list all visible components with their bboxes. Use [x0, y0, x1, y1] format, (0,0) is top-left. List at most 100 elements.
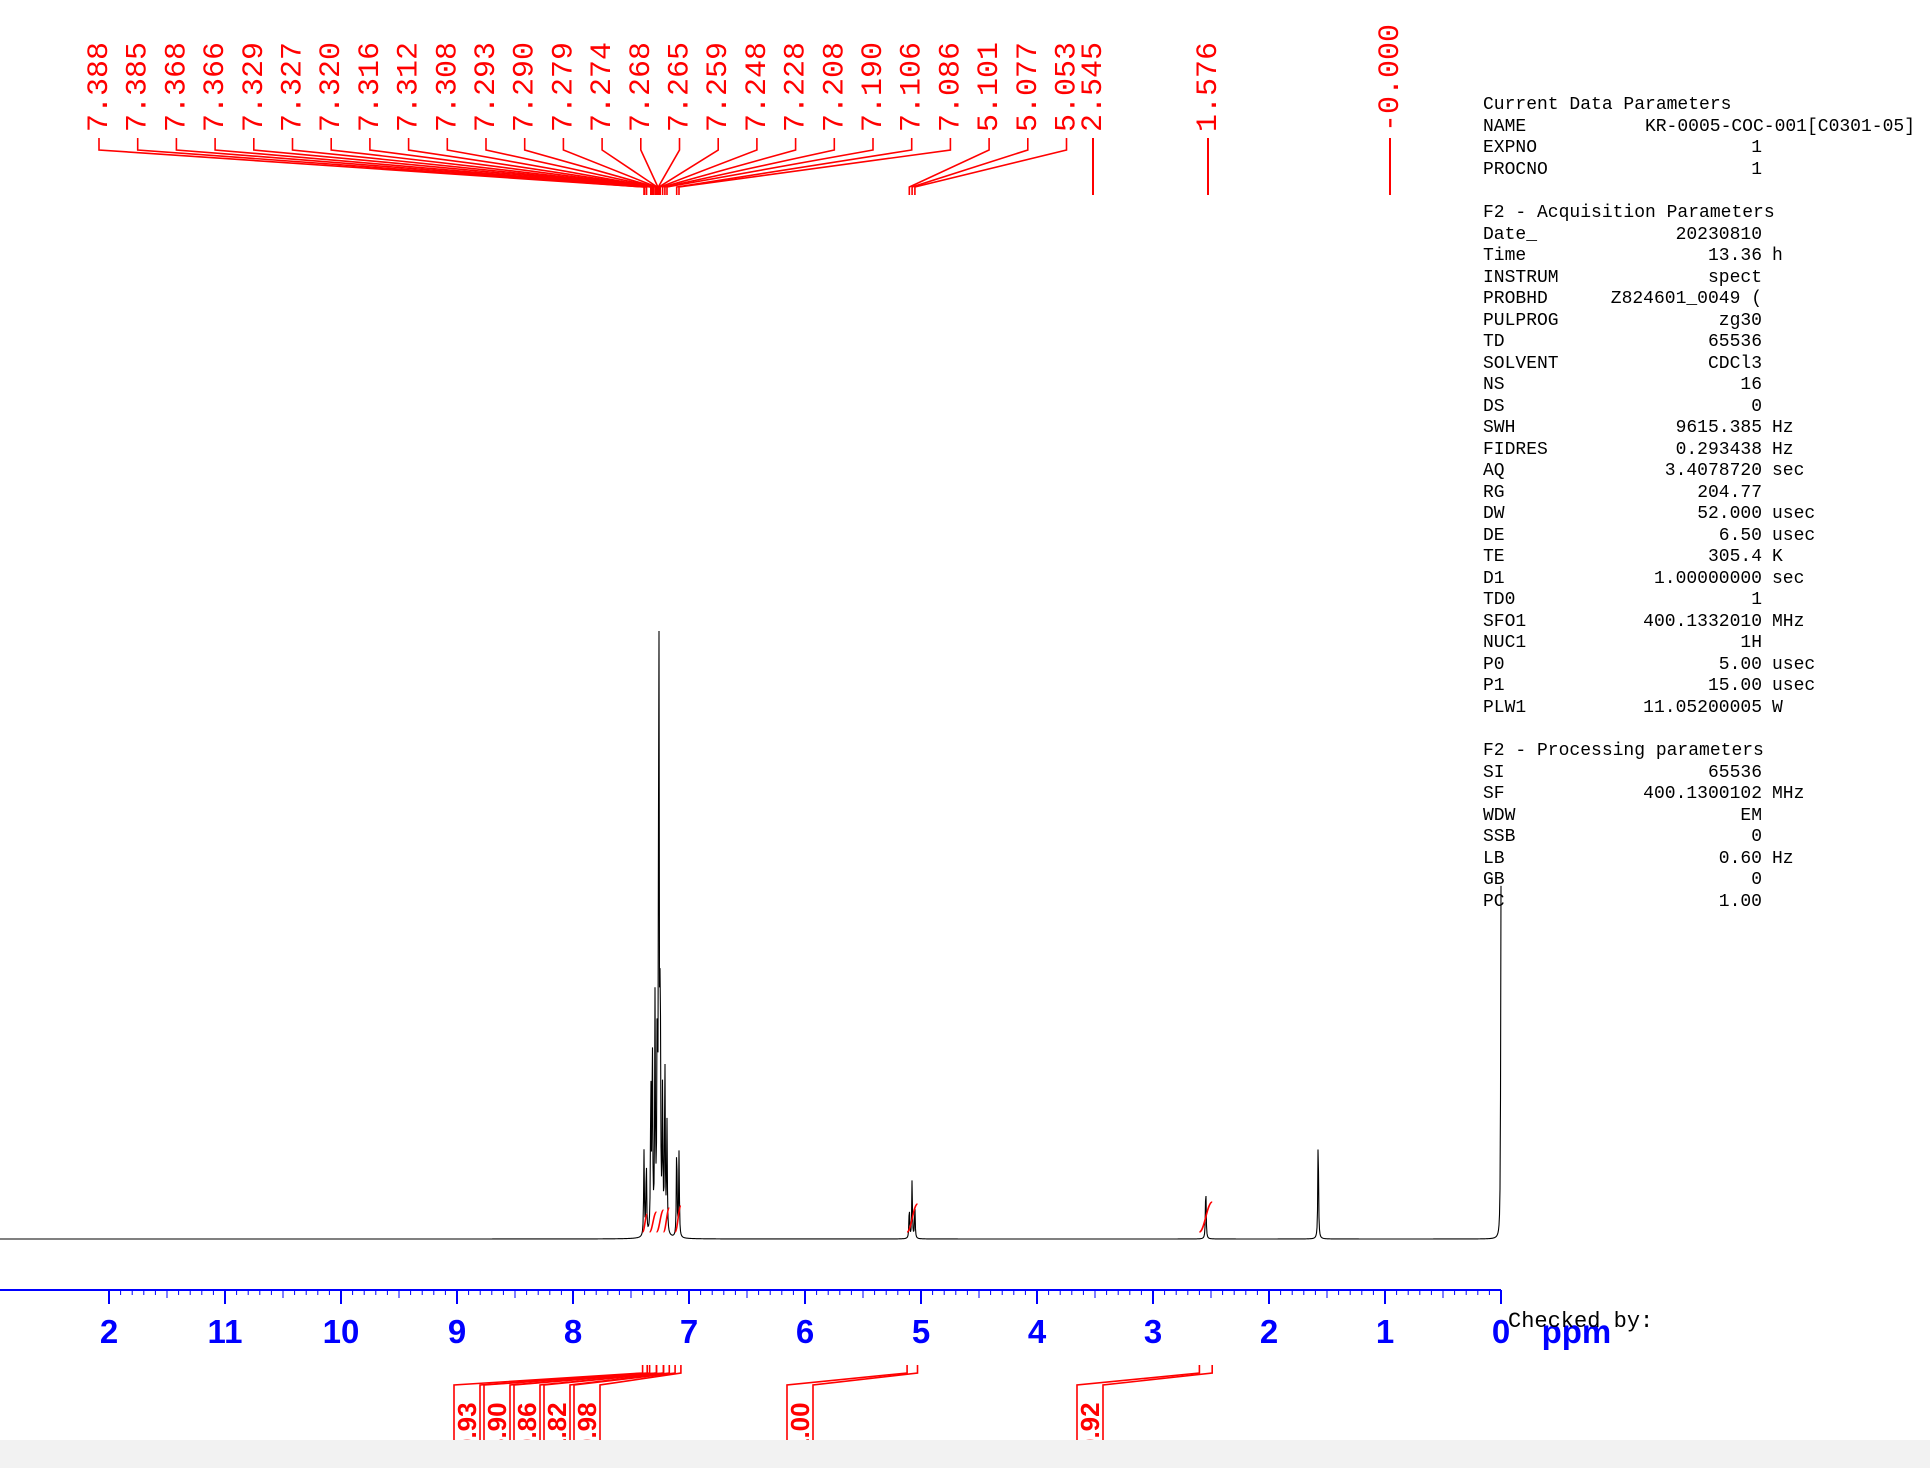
parameter-section-title: F2 - Acquisition Parameters — [1483, 203, 1775, 223]
parameter-key: SF — [1483, 784, 1505, 804]
integral-bracket — [812, 1365, 919, 1455]
parameter-value: 0.293438 — [1675, 439, 1762, 460]
parameter-key: NUC1 — [1483, 633, 1527, 653]
integral-curve — [641, 1213, 648, 1233]
peak-shift-label: 7.327 — [277, 42, 311, 132]
parameter-value: spect — [1707, 267, 1762, 288]
parameter-section-title: Current Data Parameters — [1483, 95, 1732, 115]
parameter-value: 65536 — [1707, 762, 1762, 783]
peak-label-leader — [214, 138, 648, 195]
peak-shift-label: 7.208 — [818, 42, 852, 132]
parameter-unit: usec — [1772, 525, 1816, 546]
parameter-value: 15.00 — [1707, 676, 1762, 696]
parameter-row: TE 305.4 K — [1483, 547, 1925, 569]
parameter-unit — [1762, 806, 1772, 828]
parameter-unit: W — [1772, 697, 1783, 718]
parameter-value: 6.50 — [1718, 525, 1762, 546]
parameter-unit — [1915, 117, 1925, 139]
peak-label-leader — [664, 138, 836, 195]
parameter-value: 1 — [1751, 590, 1762, 610]
integral-bracket — [1076, 1365, 1201, 1455]
section-gap — [1483, 181, 1925, 203]
parameter-value: 13.36 — [1707, 246, 1762, 266]
parameter-row: SOLVENT CDCl3 — [1483, 354, 1925, 376]
parameter-row: DE 6.50 usec — [1483, 526, 1925, 548]
peak-shift-label: 5.053 — [1051, 42, 1085, 132]
parameter-row: NS 16 — [1483, 375, 1925, 397]
x-tick-label: 0 — [1492, 1313, 1510, 1350]
parameter-unit — [1762, 483, 1772, 505]
peak-label-leader — [658, 138, 720, 195]
parameter-key: SWH — [1483, 418, 1516, 438]
peak-shift-label: 2.545 — [1077, 42, 1111, 132]
parameter-key: SFO1 — [1483, 611, 1527, 632]
parameter-key: PROCNO — [1483, 159, 1548, 180]
parameter-row: DS 0 — [1483, 397, 1925, 419]
parameter-value: 11.05200005 — [1643, 697, 1762, 718]
peak-shift-label: -0.000 — [1374, 24, 1408, 132]
parameter-row: LB 0.60 Hz — [1483, 849, 1925, 871]
peak-shift-label: 7.086 — [934, 42, 968, 132]
integral-curve — [662, 1207, 671, 1233]
parameter-row: Date_ 20230810 — [1483, 225, 1925, 247]
parameter-row: NAME KR-0005-COC-001[C0301-05] — [1483, 117, 1925, 139]
parameter-key: SI — [1483, 762, 1505, 783]
parameter-value: 20230810 — [1675, 224, 1762, 245]
parameter-key: SSB — [1483, 827, 1516, 847]
parameter-unit — [1762, 354, 1772, 376]
integral-bracket — [786, 1365, 908, 1455]
parameter-value: 400.1300102 — [1643, 784, 1762, 804]
parameter-row: EXPNO 1 — [1483, 138, 1925, 160]
integral-bracket — [483, 1365, 651, 1455]
peak-shift-label: 7.366 — [199, 42, 233, 132]
x-tick-label: 7 — [680, 1313, 698, 1350]
integral-bracket — [1102, 1365, 1213, 1455]
parameter-unit: usec — [1772, 654, 1816, 675]
peak-label-leader — [136, 138, 646, 195]
parameter-unit — [1762, 397, 1772, 419]
peak-label-leader — [446, 138, 655, 195]
parameter-key: GB — [1483, 870, 1505, 890]
parameter-unit: usec — [1772, 504, 1816, 524]
parameter-value: 400.1332010 — [1643, 611, 1762, 632]
parameter-row: NUC1 1H — [1483, 633, 1925, 655]
peak-shift-label: 7.265 — [664, 42, 698, 132]
parameter-value: 1 — [1751, 138, 1762, 158]
parameter-row: INSTRUM spect — [1483, 268, 1925, 290]
peak-shift-label: 7.308 — [431, 42, 465, 132]
parameter-key: TD0 — [1483, 590, 1516, 610]
parameter-unit: sec — [1772, 568, 1805, 589]
parameter-key: INSTRUM — [1483, 267, 1559, 288]
parameter-value: KR-0005-COC-001[C0301-05] — [1644, 116, 1915, 137]
parameter-unit: MHz — [1772, 784, 1805, 804]
parameter-unit — [1762, 268, 1772, 290]
parameter-panel: Current Data Parameters NAME KR-0005-COC-0… — [1483, 95, 1925, 913]
parameter-row: SF 400.1300102 MHz — [1483, 784, 1925, 806]
peak-shift-label: 7.228 — [780, 42, 814, 132]
x-axis: 2 11 10 9 8 7 6 5 4 3 2 1 0 ppm — [0, 1289, 1611, 1350]
parameter-unit — [1762, 590, 1772, 612]
parameter-row: PROBHD Z824601_0049 ( — [1483, 289, 1925, 311]
parameter-row: PLW1 11.05200005 W — [1483, 698, 1925, 720]
section-gap — [1483, 719, 1925, 741]
peak-label-leader — [661, 138, 797, 195]
integral-curve — [648, 1211, 658, 1233]
parameter-row: AQ 3.4078720 sec — [1483, 461, 1925, 483]
parameter-row: PULPROG zg30 — [1483, 311, 1925, 333]
parameter-value: 0 — [1751, 827, 1762, 847]
parameter-row: SSB 0 — [1483, 827, 1925, 849]
peak-label-leader — [678, 138, 952, 195]
parameter-key: SOLVENT — [1483, 353, 1559, 374]
parameter-value: 0 — [1751, 396, 1762, 417]
parameter-value: 0 — [1751, 870, 1762, 890]
parameter-key: Time — [1483, 246, 1527, 266]
peak-shift-label: 1.576 — [1192, 42, 1226, 132]
parameter-unit — [1762, 892, 1772, 914]
peak-label-leader — [291, 138, 652, 195]
parameter-unit — [1762, 633, 1772, 655]
parameter-row: RG 204.77 — [1483, 483, 1925, 505]
parameter-value: 305.4 — [1707, 547, 1762, 567]
parameter-row: PROCNO 1 — [1483, 160, 1925, 182]
peak-label-leader — [911, 138, 1029, 195]
parameter-unit — [1762, 138, 1772, 160]
